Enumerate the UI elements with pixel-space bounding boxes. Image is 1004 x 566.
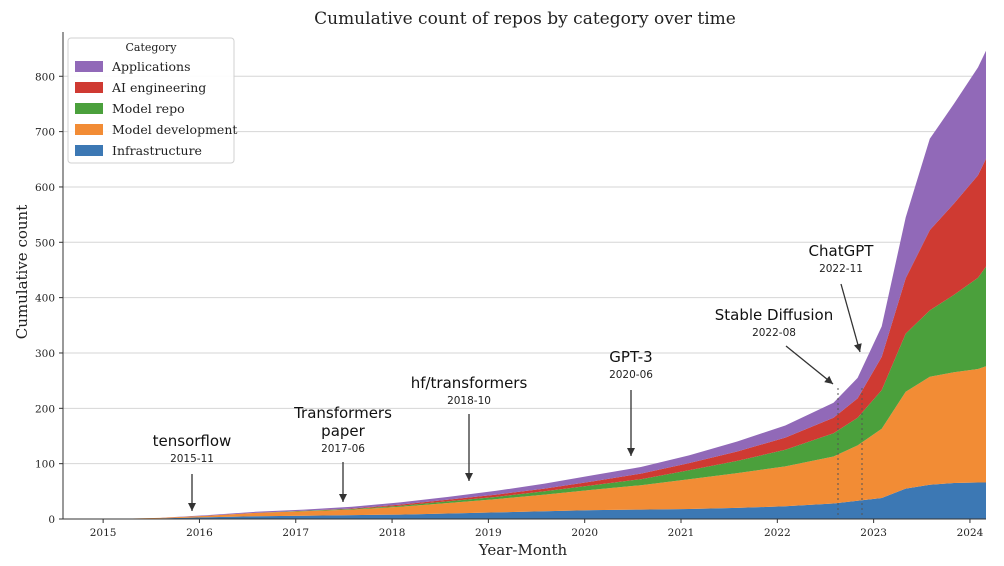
legend-box: [67, 37, 235, 164]
annotation-label: hf/transformers: [411, 374, 528, 392]
legend-swatch: [75, 124, 103, 135]
legend-entry: Applications: [111, 59, 191, 74]
legend-swatch: [75, 145, 103, 156]
x-tick-label: 2024: [957, 527, 984, 539]
annotation-arrowhead: [824, 375, 833, 384]
y-tick-label: 700: [35, 127, 55, 139]
legend-entry: Model development: [112, 122, 237, 137]
annotation-label: GPT-3: [609, 348, 652, 366]
x-axis-label: Year-Month: [478, 541, 568, 559]
y-tick-label: 300: [35, 348, 55, 360]
annotation-date: 2018-10: [447, 395, 491, 407]
axes: 0 100 200 300 400 500 600 700 800 2015 2016 2017 201…: [35, 32, 986, 539]
x-tick-label: 2022: [764, 527, 791, 539]
legend-swatch: [75, 61, 103, 72]
annotation-label: ChatGPT: [809, 242, 875, 260]
annotation-date: 2022-11: [819, 263, 863, 275]
y-tick-label: 100: [35, 459, 55, 471]
x-tick-label: 2017: [282, 527, 309, 539]
x-tick-label: 2016: [186, 527, 213, 539]
y-tick-label: 800: [35, 71, 55, 83]
annotation-arrowhead: [627, 448, 635, 456]
legend-swatch: [75, 103, 103, 114]
y-tick-label: 200: [35, 403, 55, 415]
y-tick-label: 500: [35, 237, 55, 249]
y-tick-label: 600: [35, 182, 55, 194]
area-infrastructure: [63, 482, 986, 519]
annotation-date: 2017-06: [321, 443, 365, 455]
legend-entry: Infrastructure: [112, 143, 202, 158]
area-model-development: [63, 366, 986, 519]
annotation-arrowhead: [188, 503, 196, 511]
y-axis-label: Cumulative count: [13, 205, 31, 340]
legend-entry: AI engineering: [111, 80, 206, 95]
x-tick-label: 2019: [475, 527, 502, 539]
x-tick-label: 2023: [860, 527, 887, 539]
chart-title: Cumulative count of repos by category ov…: [314, 9, 736, 29]
annotation-label: Transformers: [293, 404, 392, 422]
annotation-arrowhead: [339, 494, 347, 502]
x-tick-label: 2015: [90, 527, 117, 539]
y-tick-label: 0: [48, 514, 55, 526]
legend-swatch: [75, 82, 103, 93]
x-tick-label: 2021: [668, 527, 695, 539]
annotation-label: Stable Diffusion: [715, 306, 834, 324]
annotation-date: 2020-06: [609, 369, 653, 381]
legend-entry: Model repo: [112, 101, 185, 116]
y-tick-label: 400: [35, 293, 55, 305]
stacked-areas: [63, 50, 986, 520]
legend-title: Category: [125, 41, 177, 54]
annotation-arrowhead: [465, 473, 473, 481]
annotation-date: 2015-11: [170, 453, 214, 465]
annotation-arrowhead: [853, 343, 862, 352]
legend: Category Applications AI engineering Model…: [67, 37, 237, 164]
grid-lines: [63, 75, 986, 520]
annotation-label: tensorflow: [153, 432, 232, 450]
annotation-label: paper: [321, 422, 365, 440]
annotation-date: 2022-08: [752, 327, 796, 339]
annotation-arrow: [840, 283, 861, 353]
x-tick-label: 2018: [379, 527, 406, 539]
x-tick-label: 2020: [571, 527, 598, 539]
annotation-arrow: [785, 345, 834, 385]
